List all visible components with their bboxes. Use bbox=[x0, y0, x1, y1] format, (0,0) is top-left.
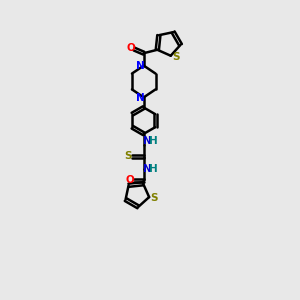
Text: O: O bbox=[125, 176, 134, 185]
Text: S: S bbox=[172, 52, 179, 62]
Text: N: N bbox=[143, 136, 152, 146]
Text: N: N bbox=[136, 61, 144, 70]
Text: H: H bbox=[149, 136, 158, 146]
Text: H: H bbox=[149, 164, 158, 174]
Text: S: S bbox=[150, 193, 158, 203]
Text: O: O bbox=[126, 43, 135, 53]
Text: N: N bbox=[136, 93, 144, 103]
Text: N: N bbox=[143, 164, 152, 174]
Text: S: S bbox=[124, 152, 132, 161]
